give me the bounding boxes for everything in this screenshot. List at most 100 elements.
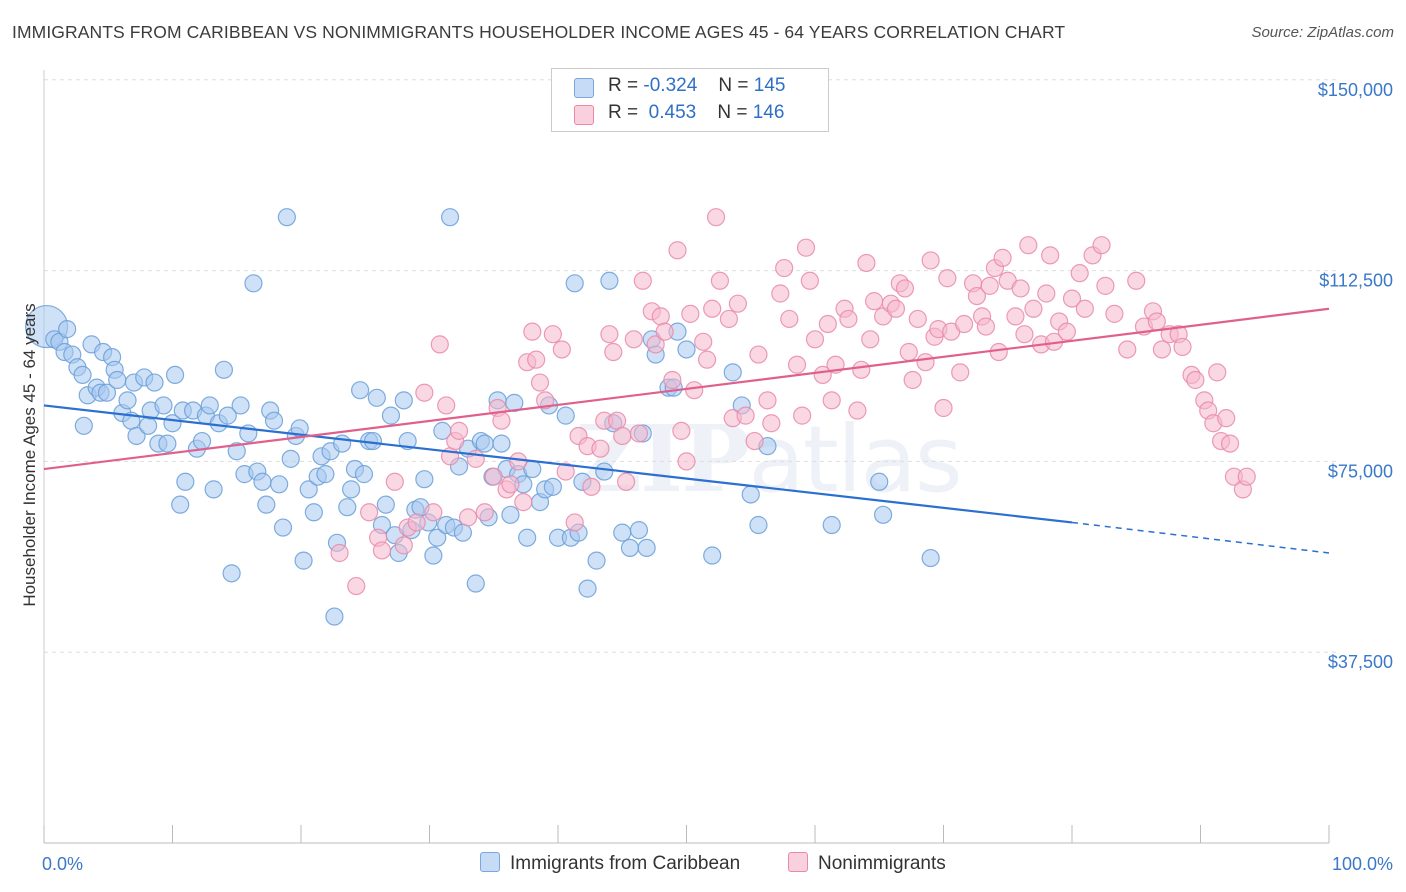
caribbean-point — [222, 564, 241, 583]
nonimmigrant-point — [1057, 322, 1076, 341]
caribbean-trend-extension — [1071, 521, 1330, 554]
nonimmigrant-point — [787, 355, 807, 374]
caribbean-point — [281, 449, 300, 468]
caribbean-point — [171, 495, 190, 514]
nonimmigrant-point — [347, 576, 366, 596]
nonimmigrant-point — [1011, 279, 1030, 298]
nonimmigrant-point — [895, 279, 915, 298]
nonimmigrant-point — [697, 350, 717, 369]
caribbean-point — [475, 434, 494, 453]
caribbean-point — [342, 480, 361, 499]
nonimmigrant-point — [736, 406, 755, 425]
nonimmigrant-point — [565, 513, 584, 532]
caribbean-point — [565, 274, 584, 293]
nonimmigrant-point — [372, 541, 392, 560]
caribbean-point — [595, 462, 614, 481]
caribbean-point — [354, 465, 374, 484]
nonimmigrant-point — [1019, 236, 1038, 255]
nonimmigrant-point — [848, 401, 867, 420]
nonimmigrant-point — [1173, 337, 1192, 357]
caribbean-point — [227, 442, 246, 461]
nonimmigrant-point — [458, 508, 478, 527]
caribbean-point — [108, 370, 127, 390]
caribbean-point — [556, 406, 575, 425]
caribbean-point — [277, 208, 296, 227]
nonimmigrant-point — [492, 411, 511, 430]
legend-n-value: 146 — [752, 102, 785, 123]
caribbean-point — [637, 538, 656, 557]
bottom-label-caribbean: Immigrants from Caribbean — [510, 853, 741, 874]
caribbean-point — [376, 495, 395, 514]
nonimmigrant-point — [805, 330, 825, 349]
watermark: ZIPatlas — [575, 405, 963, 513]
nonimmigrant-point — [745, 431, 764, 451]
nonimmigrant-point — [685, 381, 704, 400]
nonimmigrant-trend-line — [43, 307, 1330, 471]
nonimmigrant-point — [857, 253, 876, 273]
caribbean-point — [620, 538, 640, 557]
nonimmigrant-point — [1237, 467, 1256, 486]
caribbean-point — [127, 426, 146, 446]
nonimmigrant-point — [954, 314, 974, 334]
caribbean-point — [204, 480, 223, 499]
caribbean-point — [394, 391, 413, 410]
caribbean-point — [325, 607, 344, 626]
nonimmigrant-point — [976, 317, 996, 336]
caribbean-point — [253, 472, 272, 491]
caribbean-point — [428, 528, 447, 547]
caribbean-point — [921, 548, 940, 568]
x-tick-label: 0.0% — [42, 854, 83, 874]
nonimmigrant-point — [600, 325, 619, 344]
caribbean-point — [214, 360, 233, 379]
caribbean-point — [273, 518, 293, 537]
caribbean-point — [367, 388, 386, 407]
nonimmigrant-point — [1006, 307, 1025, 326]
source-note: Source: ZipAtlas.com — [1251, 24, 1394, 41]
nonimmigrant-point — [938, 269, 957, 288]
caribbean-point — [741, 485, 760, 504]
caribbean-point — [97, 383, 117, 402]
caribbean-point — [231, 396, 250, 415]
nonimmigrant-point — [886, 299, 906, 318]
caribbean-point — [304, 503, 323, 522]
nonimmigrant-point — [617, 472, 636, 491]
nonimmigrant-point — [775, 258, 794, 278]
caribbean-point — [192, 431, 212, 451]
nonimmigrant-point — [839, 309, 858, 329]
nonimmigrant-point — [484, 467, 503, 486]
nonimmigrant-point — [865, 292, 884, 311]
nonimmigrant-point — [394, 536, 413, 555]
nonimmigrant-point — [437, 396, 456, 415]
nonimmigrant-point — [758, 391, 777, 410]
nonimmigrant-point — [980, 276, 999, 295]
nonimmigrant-point — [703, 299, 722, 318]
caribbean-point — [613, 523, 632, 542]
nonimmigrant-point — [608, 411, 627, 430]
nonimmigrant-point — [543, 325, 562, 344]
nonimmigrant-point — [780, 309, 799, 329]
nonimmigrant-point — [719, 309, 739, 329]
nonimmigrant-point — [424, 503, 443, 522]
nonimmigrant-point — [771, 284, 790, 303]
bottom-legend-nonimmigrants: Nonimmigrants — [788, 852, 946, 875]
caribbean-point — [749, 515, 768, 535]
nonimmigrant-point — [663, 370, 682, 390]
nonimmigrant-point — [818, 314, 837, 334]
nonimmigrant-point — [1208, 363, 1227, 382]
caribbean-point — [58, 320, 77, 339]
y-axis-title: Householder Income Ages 45 - 64 years — [20, 303, 39, 607]
nonimmigrant-point — [899, 342, 918, 362]
nonimmigrant-point — [651, 307, 670, 326]
caribbean-point — [677, 340, 696, 359]
caribbean-point — [218, 406, 237, 425]
nonimmigrant-point — [800, 271, 819, 290]
caribbean-point — [381, 406, 401, 425]
nonimmigrant-point — [934, 398, 953, 418]
nonimmigrant-point — [852, 360, 871, 379]
nonimmigrant-point — [672, 421, 691, 440]
legend-n-label: N = — [717, 102, 748, 123]
nonimmigrant-point — [624, 330, 643, 349]
caribbean-point — [870, 472, 889, 491]
nonimmigrant-point — [710, 271, 730, 290]
